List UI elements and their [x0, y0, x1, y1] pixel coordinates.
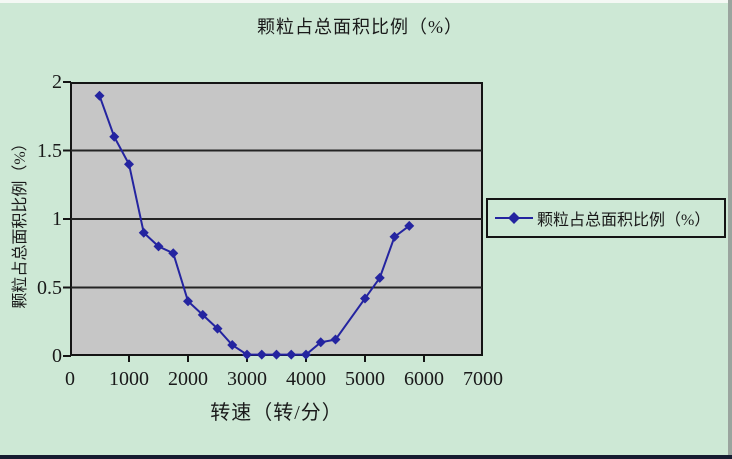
x-axis-title: 转速（转/分） [210, 402, 343, 424]
legend-line-marker-icon [495, 212, 533, 224]
data-point-marker [374, 272, 385, 283]
data-point-marker [360, 293, 370, 304]
x-tick-label: 6000 [404, 368, 444, 390]
data-point-marker [138, 227, 149, 238]
chart-title: 颗粒占总面积比例（%） [257, 17, 463, 37]
data-point-marker [168, 248, 179, 259]
x-tick-label: 7000 [463, 368, 503, 390]
data-point-marker [256, 349, 267, 360]
y-tick-label: 0.5 [37, 276, 62, 299]
line-chart-svg [63, 81, 483, 362]
y-tick-label: 2 [52, 71, 62, 93]
plot-area [63, 81, 483, 362]
data-point-marker [124, 159, 134, 170]
data-point-marker [183, 296, 193, 307]
x-tick-label: 0 [65, 368, 75, 390]
data-point-marker [330, 334, 341, 345]
data-point-marker [389, 231, 400, 242]
data-point-marker [404, 220, 415, 231]
data-point-marker [197, 309, 208, 320]
data-point-marker [212, 323, 223, 334]
slide-bottom-edge [0, 455, 732, 459]
data-point-marker [94, 90, 105, 101]
legend-label: 颗粒占总面积比例（%） [537, 212, 711, 229]
x-tick-label: 5000 [345, 368, 385, 390]
x-tick-label: 4000 [286, 368, 326, 390]
x-tick-label: 3000 [227, 368, 267, 390]
legend-box: 颗粒占总面积比例（%） [486, 198, 726, 238]
slide-right-edge [728, 0, 732, 459]
data-point-marker [109, 131, 120, 142]
y-tick-label: 1.5 [37, 139, 62, 162]
y-tick-label: 0 [52, 345, 62, 367]
data-point-marker [301, 349, 311, 360]
y-tick-label: 1 [52, 208, 62, 230]
data-point-marker [271, 349, 282, 360]
x-tick-label: 1000 [109, 368, 149, 390]
data-point-marker [153, 241, 164, 252]
data-point-marker [242, 349, 252, 360]
x-tick-label: 2000 [168, 368, 208, 390]
data-point-marker [227, 340, 238, 351]
slide-top-edge [0, 0, 732, 3]
data-point-marker [286, 349, 297, 360]
data-point-marker [315, 337, 326, 348]
